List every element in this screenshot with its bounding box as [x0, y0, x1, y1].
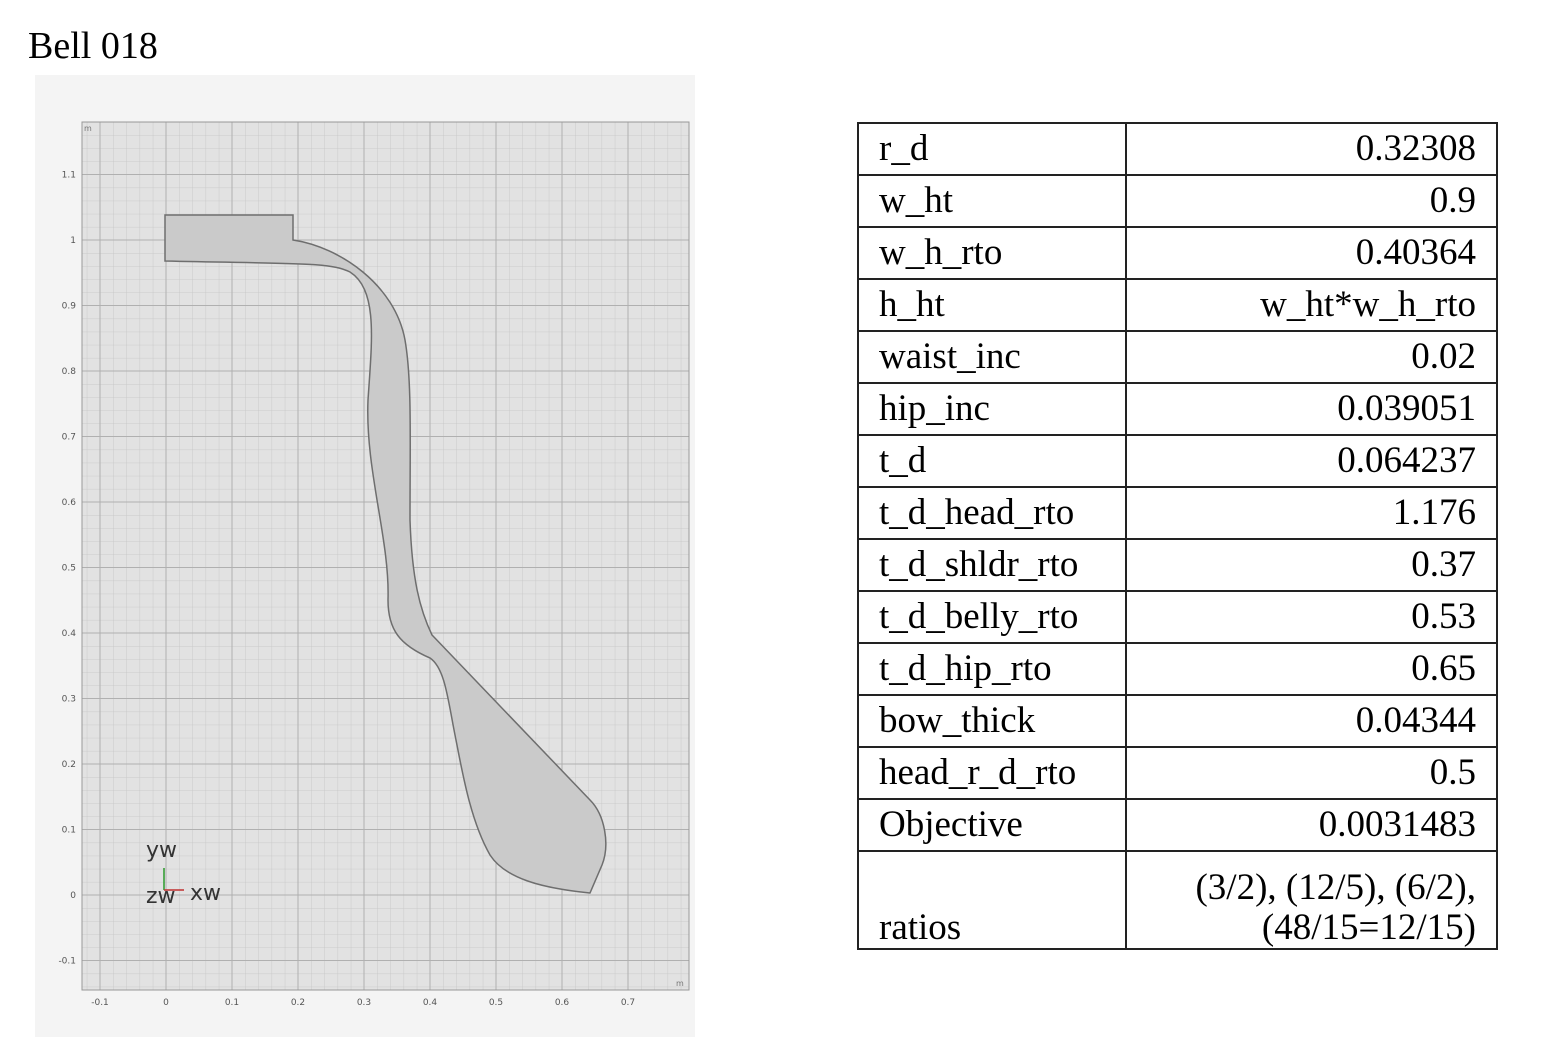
parameter-value: 0.53 — [1125, 590, 1498, 644]
plot-frame — [81, 121, 690, 991]
table-row: r_d 0.32308 — [857, 122, 1498, 176]
y-tick-label: 1 — [70, 236, 76, 246]
parameter-name: w_ht — [857, 174, 1127, 228]
bell-profile — [164, 214, 607, 894]
y-tick-label: 0.5 — [62, 564, 76, 574]
parameter-name: w_h_rto — [857, 226, 1127, 280]
axis-label-x: xw — [190, 881, 221, 906]
table-row: head_r_d_rto 0.5 — [857, 746, 1498, 800]
table-row: hip_inc 0.039051 — [857, 382, 1498, 436]
x-tick-label: 0.2 — [291, 998, 305, 1008]
x-tick-label: -0.1 — [91, 998, 109, 1008]
parameter-name: t_d_head_rto — [857, 486, 1127, 540]
table-row: t_d_head_rto 1.176 — [857, 486, 1498, 540]
parameter-name: h_ht — [857, 278, 1127, 332]
y-tick-label: 0.9 — [62, 302, 77, 312]
y-tick-label: 0.8 — [62, 367, 77, 377]
parameter-name: Objective — [857, 798, 1127, 852]
parameter-value: (3/2), (12/5), (6/2), (48/15=12/15) — [1125, 850, 1498, 950]
parameter-name: t_d_belly_rto — [857, 590, 1127, 644]
table-row: t_d_shldr_rto 0.37 — [857, 538, 1498, 592]
unit-label: m — [676, 979, 684, 988]
parameter-value: 0.04344 — [1125, 694, 1498, 748]
unit-label: m — [84, 124, 92, 133]
parameter-value: w_ht*w_h_rto — [1125, 278, 1498, 332]
y-tick-label: 0 — [70, 891, 76, 901]
table-row: t_d_belly_rto 0.53 — [857, 590, 1498, 644]
x-tick-label: 0.6 — [555, 998, 570, 1008]
parameter-value: 1.176 — [1125, 486, 1498, 540]
parameter-name: head_r_d_rto — [857, 746, 1127, 800]
parameter-value: 0.039051 — [1125, 382, 1498, 436]
parameter-value: 0.32308 — [1125, 122, 1498, 176]
y-tick-label: 0.4 — [62, 629, 77, 639]
geometry-plot: yw zw xw m m -0.1 0 0.1 0.2 0.3 0.4 0.5 0.6 0.7 -… — [35, 75, 695, 1037]
value-line: (3/2), (12/5), (6/2), — [1195, 867, 1476, 908]
parameter-name: waist_inc — [857, 330, 1127, 384]
parameter-value: 0.40364 — [1125, 226, 1498, 280]
table-row: Objective 0.0031483 — [857, 798, 1498, 852]
axis-label-z: zw — [146, 884, 176, 909]
x-tick-label: 0 — [163, 998, 169, 1008]
page-title: Bell 018 — [28, 25, 158, 67]
parameter-name: t_d — [857, 434, 1127, 488]
y-tick-label: 0.3 — [62, 695, 76, 705]
y-tick-label: 0.7 — [62, 433, 76, 443]
y-tick-label: 1.1 — [62, 171, 76, 181]
table-row: w_ht 0.9 — [857, 174, 1498, 228]
parameter-name: t_d_hip_rto — [857, 642, 1127, 696]
parameter-table: r_d 0.32308 w_ht 0.9 w_h_rto 0.40364 h_ht w_ht*… — [857, 122, 1498, 950]
table-row: w_h_rto 0.40364 — [857, 226, 1498, 280]
x-tick-label: 0.3 — [357, 998, 371, 1008]
x-tick-label: 0.7 — [621, 998, 635, 1008]
parameter-name: t_d_shldr_rto — [857, 538, 1127, 592]
x-tick-label: 0.1 — [225, 998, 239, 1008]
y-tick-label: 0.1 — [62, 826, 76, 836]
parameter-name: ratios — [857, 850, 1127, 950]
parameter-value: 0.0031483 — [1125, 798, 1498, 852]
parameter-value: 0.9 — [1125, 174, 1498, 228]
table-row: t_d_hip_rto 0.65 — [857, 642, 1498, 696]
y-tick-label: -0.1 — [58, 957, 76, 967]
x-tick-label: 0.4 — [423, 998, 438, 1008]
parameter-value: 0.5 — [1125, 746, 1498, 800]
y-tick-label: 0.6 — [62, 498, 77, 508]
value-line: (48/15=12/15) — [1261, 907, 1476, 948]
table-row: t_d 0.064237 — [857, 434, 1498, 488]
parameter-value: 0.064237 — [1125, 434, 1498, 488]
parameter-name: hip_inc — [857, 382, 1127, 436]
table-row: h_ht w_ht*w_h_rto — [857, 278, 1498, 332]
parameter-name: r_d — [857, 122, 1127, 176]
table-row: ratios (3/2), (12/5), (6/2), (48/15=12/15) — [857, 850, 1498, 950]
parameter-value: 0.37 — [1125, 538, 1498, 592]
axis-label-y: yw — [146, 838, 177, 863]
parameter-value: 0.02 — [1125, 330, 1498, 384]
x-tick-label: 0.5 — [489, 998, 503, 1008]
parameter-value: 0.65 — [1125, 642, 1498, 696]
y-tick-label: 0.2 — [62, 760, 76, 770]
table-row: bow_thick 0.04344 — [857, 694, 1498, 748]
parameter-name: bow_thick — [857, 694, 1127, 748]
table-row: waist_inc 0.02 — [857, 330, 1498, 384]
